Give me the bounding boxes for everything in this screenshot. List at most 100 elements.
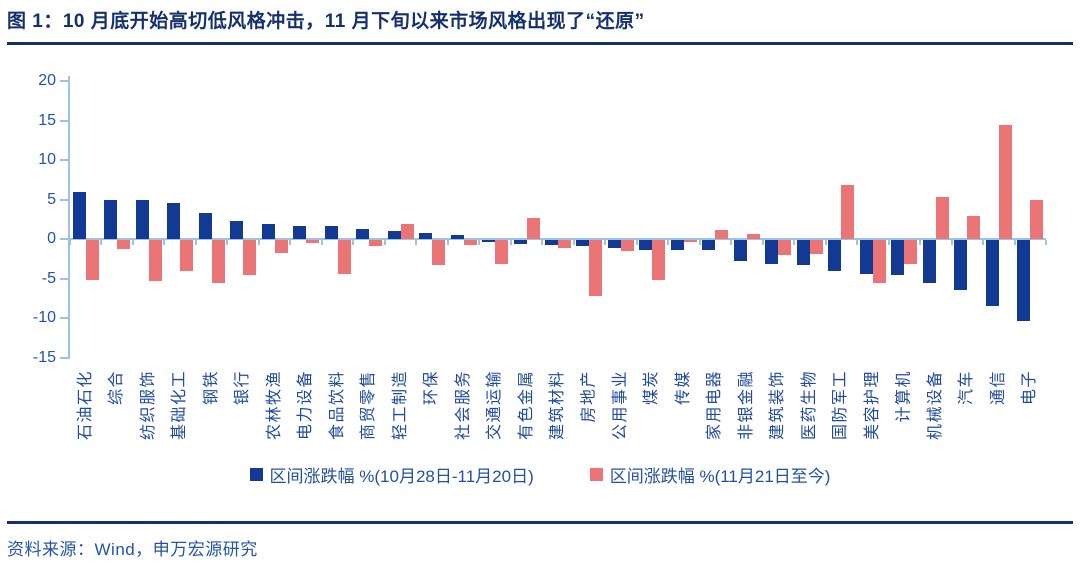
x-axis-label: 环保 [423, 370, 441, 406]
legend-label-period1: 区间涨跌幅 %(10月28日-11月20日) [269, 467, 534, 486]
bar-red [904, 240, 918, 265]
bar-red [148, 240, 162, 282]
bar-red [715, 230, 729, 239]
bar-red [274, 240, 288, 253]
legend-item-period1: 区间涨跌幅 %(10月28日-11月20日) [249, 462, 534, 487]
x-axis-tick [194, 240, 197, 245]
x-axis-label: 传媒 [674, 370, 692, 406]
y-tick-label: 10 [38, 151, 56, 168]
bar-red [85, 240, 99, 281]
bar-red [652, 240, 666, 281]
x-axis-tick [887, 240, 890, 245]
x-axis-tick [698, 240, 701, 245]
x-axis-label: 电力设备 [297, 370, 315, 441]
y-axis-tick [60, 238, 68, 240]
bar-red [117, 240, 131, 250]
x-axis-label: 医药生物 [800, 370, 818, 441]
zero-axis-line [70, 238, 1046, 240]
bar-blue [293, 225, 307, 239]
bar-blue [607, 240, 621, 248]
y-tick-label: 20 [38, 72, 56, 89]
bar-blue [513, 240, 527, 244]
sector-performance-bar-chart: 20 15 10 5 0 -5 -10 -15 石油石化 综合 纺织服饰 基础化工 钢铁 银行 农林牧渔 电力… [33, 72, 1047, 458]
bar-blue [104, 199, 118, 239]
x-axis-label: 国防军工 [832, 370, 850, 441]
x-axis-tick [226, 240, 229, 245]
x-axis-label: 煤炭 [643, 370, 661, 406]
bar-red [306, 240, 320, 244]
bar-red [211, 240, 225, 284]
x-axis-tick [667, 240, 670, 245]
legend-item-period2: 区间涨跌幅 %(11月21日至今) [589, 462, 831, 487]
x-axis-label: 综合 [108, 370, 126, 406]
x-axis-tick [950, 240, 953, 245]
x-axis-tick [541, 240, 544, 245]
bar-red [337, 240, 351, 274]
bar-blue [639, 240, 653, 251]
x-axis-tick [635, 240, 638, 245]
x-axis-tick [163, 240, 166, 245]
bar-red [243, 240, 257, 275]
y-tick-label: 15 [38, 111, 56, 129]
figure-footer: 资料来源：Wind，申万宏源研究 [7, 521, 1073, 560]
bar-blue [891, 240, 905, 275]
x-axis-tick [1013, 240, 1016, 245]
bar-blue [954, 240, 968, 290]
bar-blue [356, 228, 370, 239]
bar-blue [922, 240, 936, 284]
x-axis-tick [1045, 240, 1047, 245]
x-axis-label: 交通运输 [486, 370, 504, 441]
x-axis-label: 建筑材料 [549, 370, 566, 441]
x-axis-tick [509, 240, 512, 245]
x-axis-label: 美容护理 [863, 370, 881, 441]
bar-red [998, 125, 1012, 239]
x-axis-label: 电子 [1021, 370, 1039, 406]
bar-blue [230, 220, 244, 239]
bar-blue [765, 240, 779, 264]
bar-blue [419, 233, 433, 239]
bar-blue [261, 223, 275, 239]
bar-blue [702, 240, 716, 251]
figure-title: 图 1：10 月底开始高切低风格冲击，11 月下旬以来市场风格出现了“还原” [7, 11, 645, 32]
bar-red [1030, 199, 1044, 239]
y-axis-tick [60, 198, 68, 201]
x-axis-tick [383, 240, 386, 245]
bar-red [400, 223, 414, 239]
legend-swatch-red [589, 468, 603, 481]
x-axis-label: 食品饮料 [328, 370, 346, 441]
y-axis-tick [60, 119, 68, 122]
bar-blue [733, 240, 747, 261]
y-axis-line [68, 76, 70, 359]
bar-red [432, 240, 446, 266]
bar-red [589, 240, 603, 297]
y-axis-tick [60, 159, 68, 161]
bar-blue [670, 240, 684, 251]
x-axis-label: 社会服务 [454, 370, 472, 441]
bar-blue [387, 231, 401, 239]
x-axis-tick [856, 240, 859, 245]
bar-red [778, 240, 792, 255]
bar-blue [72, 192, 86, 239]
bar-blue [135, 200, 149, 239]
x-axis-tick [730, 240, 733, 245]
chart-legend: 区间涨跌幅 %(10月28日-11月20日) 区间涨跌幅 %(11月21日至今) [0, 462, 1080, 487]
bar-blue [859, 240, 873, 274]
x-axis-tick [982, 240, 985, 245]
bar-blue [985, 240, 999, 306]
y-axis-tick [60, 277, 68, 280]
bar-red [967, 216, 981, 239]
x-axis-label: 基础化工 [171, 370, 189, 441]
legend-label-period2: 区间涨跌幅 %(11月21日至今) [609, 467, 831, 486]
bar-blue [167, 202, 181, 239]
x-axis-label: 家用电器 [706, 370, 724, 441]
source-note: 资料来源：Wind，申万宏源研究 [7, 540, 258, 559]
y-tick-label: 0 [47, 230, 56, 247]
bar-red [526, 218, 540, 239]
x-axis-label: 钢铁 [202, 370, 220, 406]
x-axis-label: 商贸零售 [360, 370, 378, 441]
x-axis-tick [289, 240, 292, 245]
y-axis-tick [60, 80, 68, 82]
bar-red [841, 185, 855, 239]
x-axis-tick [100, 240, 103, 245]
x-axis-tick [446, 240, 449, 245]
